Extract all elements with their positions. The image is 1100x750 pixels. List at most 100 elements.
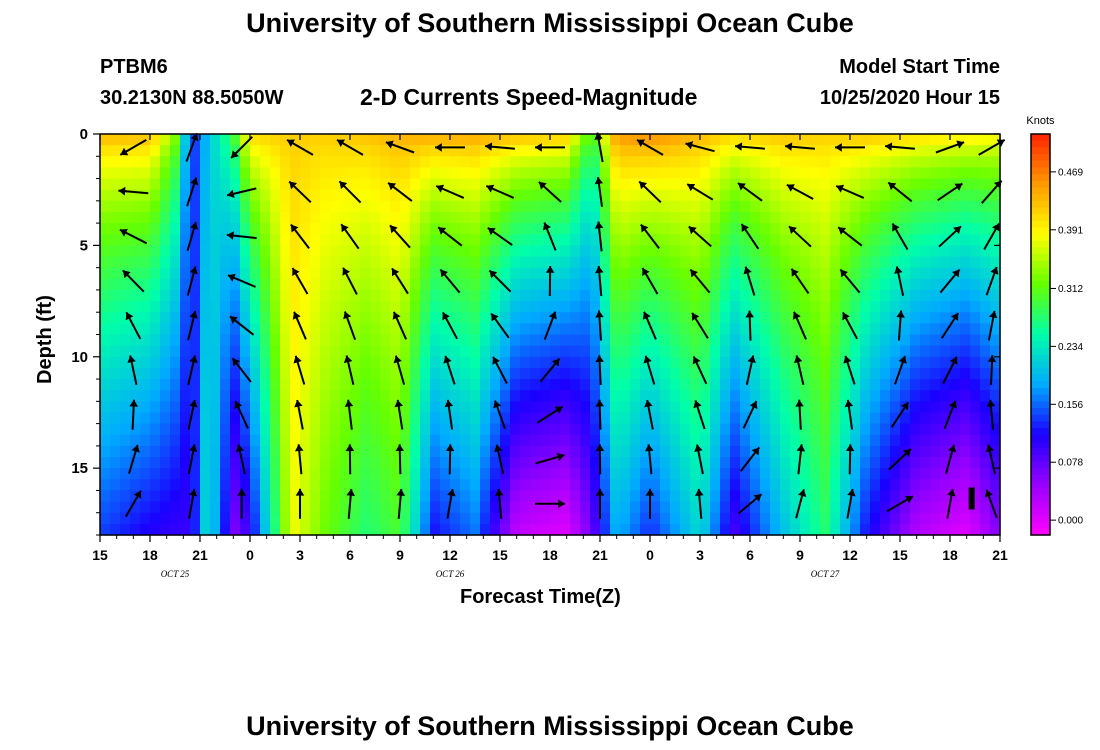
heatmap-cell <box>230 134 241 146</box>
heatmap-cell <box>130 379 141 391</box>
heatmap-cell <box>330 267 341 280</box>
heatmap-cell <box>200 323 211 336</box>
current-arrow <box>638 180 662 204</box>
heatmap-cell <box>600 301 611 313</box>
heatmap-cell <box>980 267 991 280</box>
heatmap-cell <box>170 390 181 402</box>
heatmap-cell <box>210 211 221 224</box>
heatmap-cell <box>660 501 671 514</box>
heatmap-cell <box>550 479 561 492</box>
heatmap-cell <box>800 323 811 336</box>
heatmap-cell <box>240 390 251 402</box>
heatmap-cell <box>940 134 951 146</box>
heatmap-cell <box>280 289 291 302</box>
heatmap-cell <box>220 134 231 146</box>
heatmap-cell <box>550 234 561 246</box>
heatmap-cell <box>660 423 671 436</box>
heatmap-cell <box>730 412 741 425</box>
heatmap-cell <box>780 345 791 358</box>
heatmap-cell <box>650 479 661 492</box>
heatmap-cell <box>660 345 671 358</box>
heatmap-cell <box>920 501 931 514</box>
heatmap-cell <box>580 468 591 480</box>
heatmap-cell <box>460 145 471 157</box>
heatmap-cell <box>190 457 201 469</box>
heatmap-cell <box>760 178 771 191</box>
heatmap-cell <box>430 379 441 391</box>
heatmap-cell <box>990 445 1001 458</box>
heatmap-cell <box>670 367 681 380</box>
heatmap-cell <box>760 356 771 369</box>
heatmap-cell <box>900 323 911 336</box>
heatmap-cell <box>850 256 861 269</box>
heatmap-cell <box>110 356 121 369</box>
heatmap-cell <box>650 434 661 447</box>
heatmap-cell <box>590 245 601 258</box>
heatmap-cell <box>280 401 291 414</box>
heatmap-cell <box>580 145 591 157</box>
heatmap-cell <box>320 401 331 414</box>
heatmap-cell <box>670 234 681 246</box>
heatmap-cell <box>940 323 951 336</box>
heatmap-cell <box>220 367 231 380</box>
heatmap-cell <box>620 412 631 425</box>
heatmap-cell <box>330 256 341 269</box>
heatmap-cell <box>580 245 591 258</box>
current-arrow <box>695 488 704 519</box>
heatmap-cell <box>690 501 701 514</box>
heatmap-cell <box>590 379 601 391</box>
heatmap-cell <box>170 301 181 313</box>
heatmap-cell <box>440 189 451 202</box>
current-arrow <box>595 444 605 475</box>
heatmap-cell <box>290 434 301 447</box>
heatmap-cell <box>420 256 431 269</box>
heatmap-cell <box>360 468 371 480</box>
heatmap-cell <box>630 256 641 269</box>
heatmap-cell <box>300 256 311 269</box>
heatmap-cell <box>210 367 221 380</box>
heatmap-cell <box>150 445 161 458</box>
heatmap-cell <box>660 167 671 180</box>
heatmap-cell <box>290 457 301 469</box>
heatmap-cell <box>420 145 431 157</box>
heatmap-cell <box>510 323 521 336</box>
heatmap-cell <box>790 401 801 414</box>
heatmap-cell <box>230 223 241 235</box>
heatmap-cell <box>970 434 981 447</box>
heatmap-cell <box>320 278 331 291</box>
heatmap-cell <box>810 145 821 157</box>
arrow-head <box>343 355 353 364</box>
heatmap-cell <box>200 490 211 503</box>
heatmap-cell <box>480 211 491 224</box>
heatmap-cell <box>820 512 831 525</box>
heatmap-cell <box>240 267 251 280</box>
heatmap-cell <box>500 434 511 447</box>
heatmap-cell <box>110 445 121 458</box>
heatmap-cell <box>170 423 181 436</box>
heatmap-cell <box>820 223 831 235</box>
heatmap-cell <box>960 256 971 269</box>
heatmap-cell <box>100 379 111 391</box>
heatmap-cell <box>360 312 371 324</box>
heatmap-cell <box>310 301 321 313</box>
current-arrow <box>785 142 815 151</box>
heatmap-cell <box>640 256 651 269</box>
heatmap-cell <box>810 178 821 191</box>
heatmap-cell <box>410 490 421 503</box>
heatmap-cell <box>790 390 801 402</box>
heatmap-cell <box>110 134 121 146</box>
heatmap-cell <box>500 412 511 425</box>
heatmap-cell <box>780 312 791 324</box>
heatmap-cell <box>980 167 991 180</box>
heatmap-cell <box>990 401 1001 414</box>
heatmap-cell <box>740 256 751 269</box>
heatmap-cell <box>150 256 161 269</box>
heatmap-cell <box>290 256 301 269</box>
heatmap-cell <box>310 390 321 402</box>
heatmap-cell <box>120 457 131 469</box>
heatmap-cell <box>290 512 301 525</box>
heatmap-cell <box>550 278 561 291</box>
heatmap-cell <box>670 390 681 402</box>
heatmap-cell <box>960 301 971 313</box>
heatmap-cell <box>270 490 281 503</box>
